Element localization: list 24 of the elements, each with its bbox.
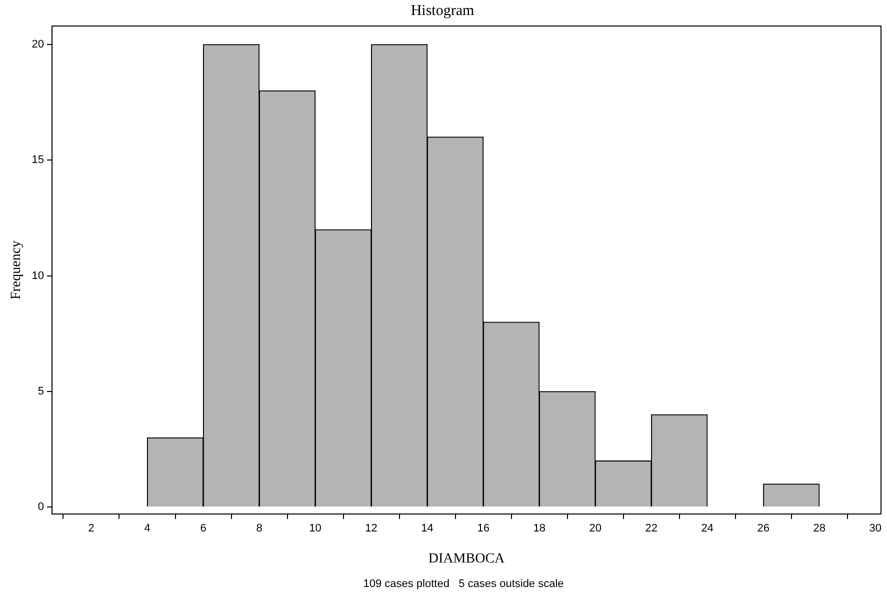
x-tick-label: 20 — [589, 522, 602, 535]
x-tick-label: 24 — [701, 522, 714, 535]
x-tick-label: 6 — [200, 522, 206, 535]
x-tick-label: 30 — [869, 522, 882, 535]
chart-title: Histogram — [410, 2, 474, 19]
x-tick-label: 14 — [421, 522, 434, 535]
x-tick-label: 8 — [256, 522, 262, 535]
y-tick-label: 20 — [32, 38, 44, 51]
x-tick-label: 4 — [144, 522, 150, 535]
x-tick-label: 16 — [477, 522, 490, 535]
x-tick-label: 28 — [813, 522, 826, 535]
y-tick-label: 5 — [38, 385, 44, 398]
x-tick-label: 2 — [88, 522, 94, 535]
x-tick-label: 26 — [757, 522, 770, 535]
x-tick-label: 18 — [533, 522, 546, 535]
y-axis-title: Frequency — [9, 240, 24, 300]
x-axis-title: DIAMBOCA — [428, 551, 506, 566]
y-tick-label: 15 — [32, 154, 44, 166]
y-tick-label: 10 — [32, 270, 44, 282]
x-tick-label: 12 — [365, 522, 378, 535]
text: 109 cases plotted 5 cases outside scale — [363, 578, 564, 590]
y-tick-label: 0 — [38, 501, 44, 514]
x-tick-label: 22 — [645, 522, 658, 535]
x-tick-label: 10 — [309, 522, 322, 535]
